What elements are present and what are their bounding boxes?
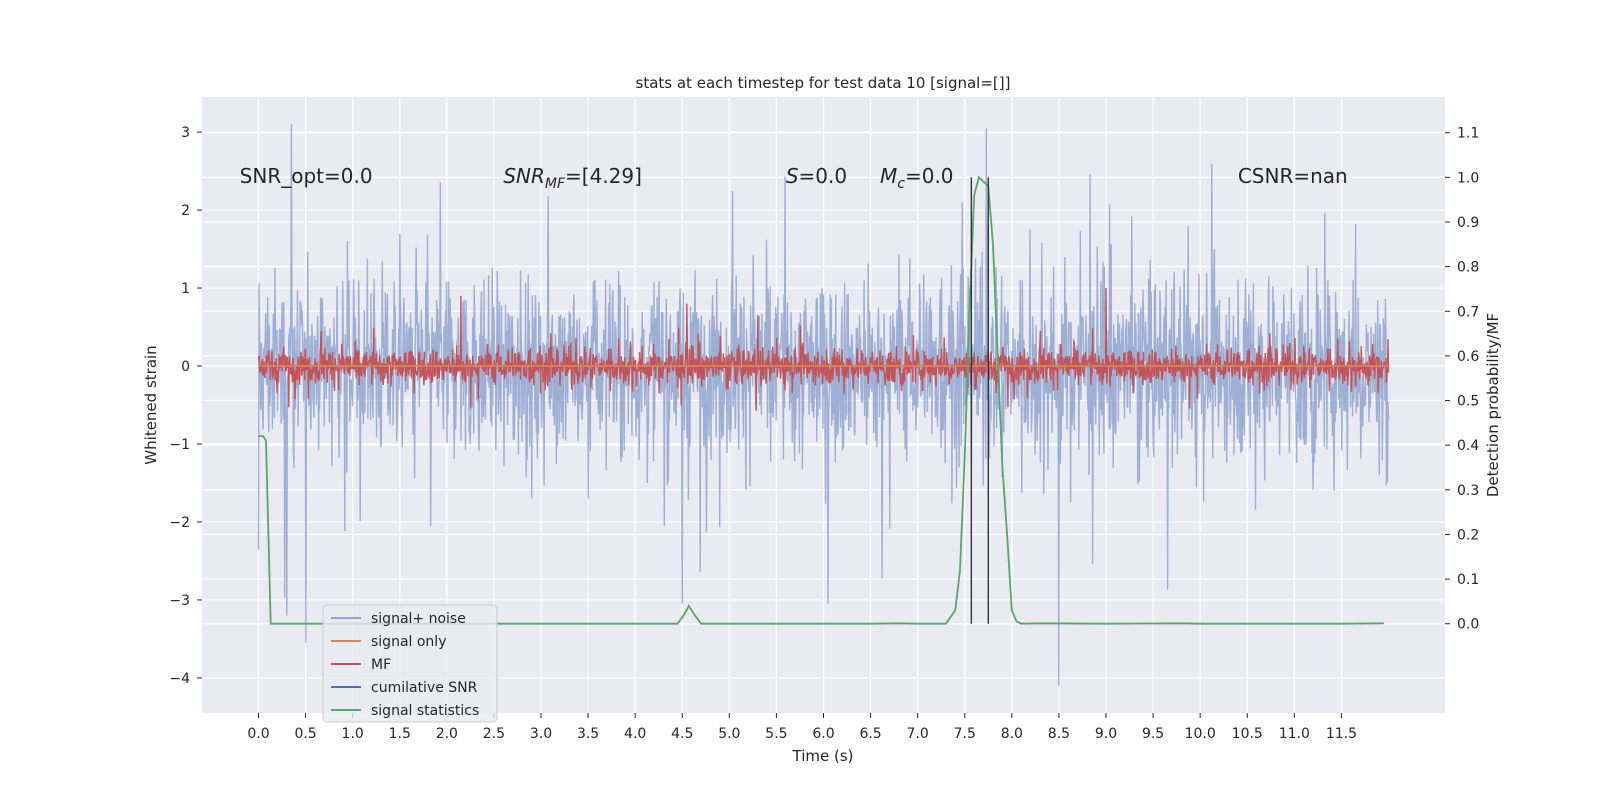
x-tick-label: 1.5 [389, 726, 411, 742]
series-mf [257, 287, 1390, 411]
x-tick-label: 3.0 [530, 726, 552, 742]
y-right-tick-label: 0.9 [1457, 215, 1479, 231]
annotation-s: S=0.0 [786, 164, 847, 188]
x-tick-label: 5.0 [718, 726, 740, 742]
legend: signal+ noise signal only MF cumilative SNR… [322, 604, 498, 723]
x-tick-label: 8.5 [1048, 726, 1070, 742]
x-tick-label: 8.0 [1001, 726, 1023, 742]
y-left-tick-label: −1 [169, 437, 190, 453]
x-tick-label: 7.0 [907, 726, 929, 742]
y-axis-label-right: Detection probability/MF [1484, 313, 1502, 497]
y-axis-label-left: Whitened strain [142, 345, 160, 464]
x-tick-label: 11.0 [1279, 726, 1310, 742]
x-tick-label: 6.5 [859, 726, 881, 742]
y-right-tick-label: 0.1 [1457, 572, 1479, 588]
x-tick-label: 3.5 [577, 726, 599, 742]
x-tick-label: 2.0 [436, 726, 458, 742]
x-tick-label: 6.0 [812, 726, 834, 742]
legend-label: MF [371, 657, 391, 673]
x-tick-label: 5.5 [765, 726, 787, 742]
noise-series-layer [257, 124, 1390, 686]
x-tick-label: 11.5 [1326, 726, 1357, 742]
annotation-snr-opt: SNR_opt=0.0 [240, 164, 373, 188]
y-right-tick-label: 0.8 [1457, 260, 1479, 276]
x-tick-label: 10.0 [1185, 726, 1216, 742]
x-tick-label: 10.5 [1232, 726, 1263, 742]
y-left-tick-label: −2 [169, 515, 190, 531]
x-tick-label: 7.5 [954, 726, 976, 742]
x-tick-label: 4.5 [671, 726, 693, 742]
y-right-tick-label: 0.0 [1457, 617, 1479, 633]
y-right-tick-label: 1.0 [1457, 170, 1479, 186]
y-right-tick-label: 0.2 [1457, 527, 1479, 543]
x-tick-label: 1.0 [342, 726, 364, 742]
series-signal-statistics [258, 175, 1384, 625]
x-tick-label: 9.5 [1142, 726, 1164, 742]
legend-box [322, 604, 498, 723]
annotation-mc: Mc=0.0 [880, 164, 954, 192]
legend-label: signal+ noise [371, 611, 466, 627]
annotation-csnr: CSNR=nan [1238, 164, 1348, 188]
legend-label: signal statistics [371, 703, 479, 719]
chart-title: stats at each timestep for test data 10 … [636, 74, 1011, 92]
annotation-snr-mf: SNRMF=[4.29] [503, 164, 642, 192]
x-tick-label: 4.0 [624, 726, 646, 742]
y-left-tick-label: 3 [181, 125, 190, 141]
legend-label: cumilative SNR [371, 680, 478, 696]
y-right-tick-label: 0.3 [1457, 483, 1479, 499]
x-tick-label: 2.5 [483, 726, 505, 742]
y-right-tick-label: 0.6 [1457, 349, 1479, 365]
y-left-tick-label: −3 [169, 593, 190, 609]
y-right-tick-label: 1.1 [1457, 126, 1479, 142]
x-tick-label: 9.0 [1095, 726, 1117, 742]
y-right-tick-label: 0.7 [1457, 304, 1479, 320]
x-tick-label: 0.0 [247, 726, 269, 742]
y-left-tick-label: 1 [181, 281, 190, 297]
x-tick-label: 0.5 [294, 726, 316, 742]
y-left-tick-label: 2 [181, 203, 190, 219]
tick-labels-layer: 0.0 0.5 1.0 1.5 2.0 2.5 3.0 3.5 4.0 4.5 5.0 5.5 6.0 6… [169, 125, 1479, 742]
y-left-tick-label: 0 [181, 359, 190, 375]
annotations-layer: SNR_opt=0.0 SNRMF=[4.29] S=0.0 Mc=0.0 CSNR=n… [240, 164, 1348, 192]
line-series-layer [258, 175, 1389, 625]
y-right-tick-label: 0.5 [1457, 394, 1479, 410]
x-axis-label: Time (s) [792, 747, 854, 765]
series-signal-noise [257, 124, 1390, 686]
y-right-tick-label: 0.4 [1457, 438, 1479, 454]
legend-label: signal only [371, 634, 446, 650]
y-left-tick-label: −4 [169, 671, 190, 687]
